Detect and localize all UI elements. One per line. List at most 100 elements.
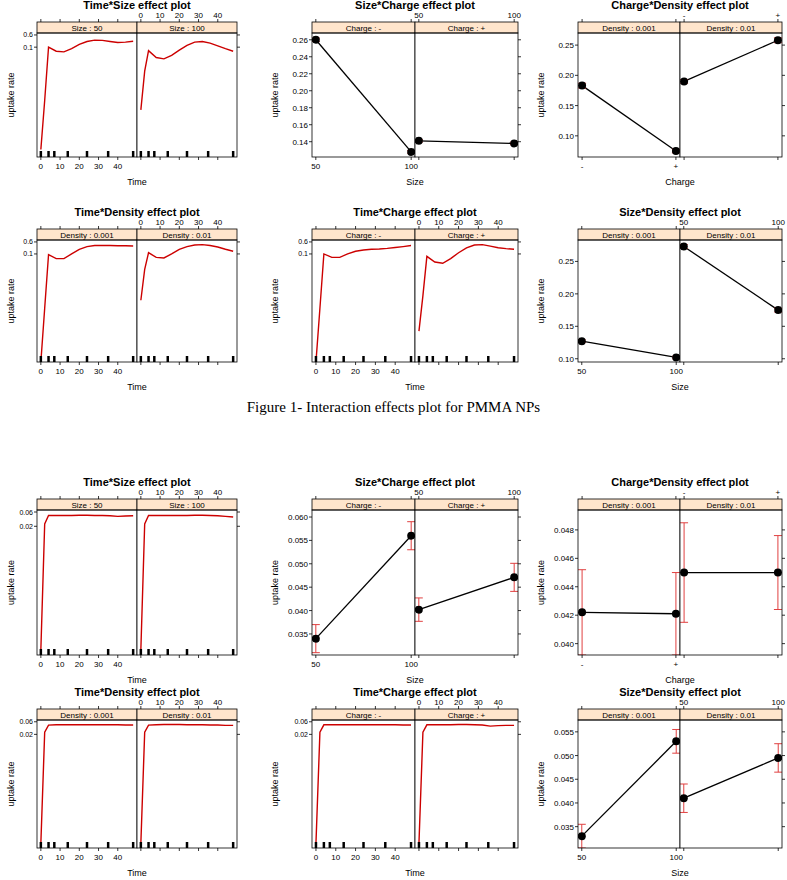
data-group bbox=[316, 246, 411, 362]
x-tick-label: 20 bbox=[175, 698, 184, 707]
x-tick-label: 20 bbox=[75, 660, 84, 669]
point bbox=[578, 82, 586, 90]
y-tick-label: 0.25 bbox=[558, 257, 574, 266]
y-tick bbox=[34, 241, 37, 242]
y-tick-label: 0.042 bbox=[554, 611, 575, 620]
series-line bbox=[41, 725, 133, 844]
x-tick-label: 20 bbox=[454, 698, 463, 707]
panel-frame bbox=[137, 240, 237, 362]
x-tick bbox=[675, 496, 676, 499]
point bbox=[578, 832, 586, 840]
error-bar-cap bbox=[774, 772, 782, 773]
rug-tick bbox=[86, 356, 89, 362]
x-tick bbox=[438, 362, 439, 365]
point bbox=[407, 148, 415, 156]
chart: Time*Size effect plotuptake rateTimeSize… bbox=[6, 0, 240, 187]
x-tick bbox=[395, 706, 396, 709]
point bbox=[672, 610, 680, 618]
x-axis-label: Size bbox=[406, 177, 424, 187]
y-tick-label: 0.15 bbox=[558, 322, 574, 331]
y-tick bbox=[575, 75, 578, 76]
x-tick-label: 100 bbox=[405, 660, 419, 669]
chart: Time*Density effect plotuptake rateTimeD… bbox=[6, 206, 240, 392]
x-tick-label: 40 bbox=[391, 853, 400, 862]
rug-tick bbox=[186, 842, 189, 848]
panel-background bbox=[680, 720, 782, 848]
x-tick bbox=[315, 496, 316, 499]
rug-tick bbox=[445, 842, 448, 848]
rug-tick bbox=[147, 649, 150, 655]
chart-title: Charge*Density effect plot bbox=[611, 476, 749, 488]
y-tick bbox=[237, 734, 240, 735]
rug-tick bbox=[86, 842, 89, 848]
x-tick bbox=[79, 157, 80, 160]
chart: Size*Charge effect plotuptake rateSizeCh… bbox=[270, 0, 521, 187]
x-tick bbox=[315, 157, 316, 160]
point bbox=[312, 635, 320, 643]
strip-label: Charge : - bbox=[346, 501, 382, 510]
x-tick-label: 30 bbox=[94, 162, 103, 171]
y-tick bbox=[575, 135, 578, 136]
data-group bbox=[312, 522, 415, 653]
x-tick-label: 40 bbox=[113, 660, 122, 669]
y-tick-label: 0.1 bbox=[23, 250, 33, 257]
y-tick bbox=[309, 517, 312, 518]
panel: Charge : -0102030400.10.6 bbox=[298, 226, 415, 376]
error-bar bbox=[774, 744, 782, 772]
chart-title: Time*Charge effect plot bbox=[353, 206, 477, 218]
x-tick-label: 10 bbox=[156, 488, 165, 497]
y-tick bbox=[34, 34, 37, 35]
rug-tick bbox=[167, 356, 170, 362]
x-tick-label: 40 bbox=[494, 698, 503, 707]
caption: Figure 1- Interaction effects plot for P… bbox=[247, 399, 541, 415]
x-axis-label: Size bbox=[671, 382, 689, 392]
error-bar bbox=[415, 598, 423, 621]
x-tick bbox=[581, 362, 582, 365]
data-group bbox=[141, 245, 233, 362]
point bbox=[774, 36, 782, 44]
error-bar bbox=[312, 625, 320, 653]
rug-tick bbox=[40, 356, 43, 362]
x-tick-label: 40 bbox=[213, 698, 222, 707]
rug-tick bbox=[47, 842, 50, 848]
x-tick-label: - bbox=[683, 11, 686, 20]
panel-background bbox=[680, 510, 782, 655]
strip-label: Size : 100 bbox=[169, 501, 205, 510]
data-group bbox=[680, 242, 782, 314]
x-tick-label: 40 bbox=[391, 367, 400, 376]
x-tick bbox=[375, 362, 376, 365]
x-tick-label: 20 bbox=[75, 162, 84, 171]
x-axis-label: Size bbox=[406, 675, 424, 685]
error-bar bbox=[680, 523, 688, 623]
panel: Density : 0.01010203040 bbox=[137, 698, 240, 851]
x-tick bbox=[98, 496, 99, 499]
x-tick-label: 30 bbox=[371, 367, 380, 376]
x-tick-label: 0 bbox=[139, 698, 144, 707]
rug-tick bbox=[232, 151, 235, 157]
rug-tick bbox=[465, 842, 468, 848]
panel: Size : 500102030400.020.06 bbox=[19, 496, 137, 669]
error-bar-cap bbox=[774, 609, 782, 610]
x-axis-label: Time bbox=[127, 675, 147, 685]
x-tick-label: + bbox=[674, 660, 679, 669]
rug-tick bbox=[67, 356, 70, 362]
rug-tick bbox=[432, 842, 435, 848]
chart-title: Time*Charge effect plot bbox=[353, 686, 477, 698]
y-tick-label: 0.20 bbox=[292, 87, 308, 96]
panel-frame bbox=[415, 510, 518, 655]
x-tick bbox=[581, 706, 582, 709]
strip-label: Density : 0.01 bbox=[707, 24, 756, 33]
y-tick-label: 0.040 bbox=[554, 640, 575, 649]
x-tick-label: 30 bbox=[194, 11, 203, 20]
x-tick bbox=[418, 655, 419, 658]
y-tick bbox=[575, 261, 578, 262]
x-tick bbox=[198, 362, 199, 365]
panel-frame bbox=[680, 510, 782, 655]
y-tick bbox=[309, 253, 312, 254]
panel-frame bbox=[415, 720, 518, 848]
x-tick bbox=[40, 496, 41, 499]
x-tick bbox=[315, 655, 316, 658]
y-tick-label: 0.035 bbox=[554, 823, 575, 832]
y-tick bbox=[518, 39, 521, 40]
y-tick-label: 0.02 bbox=[19, 523, 33, 530]
